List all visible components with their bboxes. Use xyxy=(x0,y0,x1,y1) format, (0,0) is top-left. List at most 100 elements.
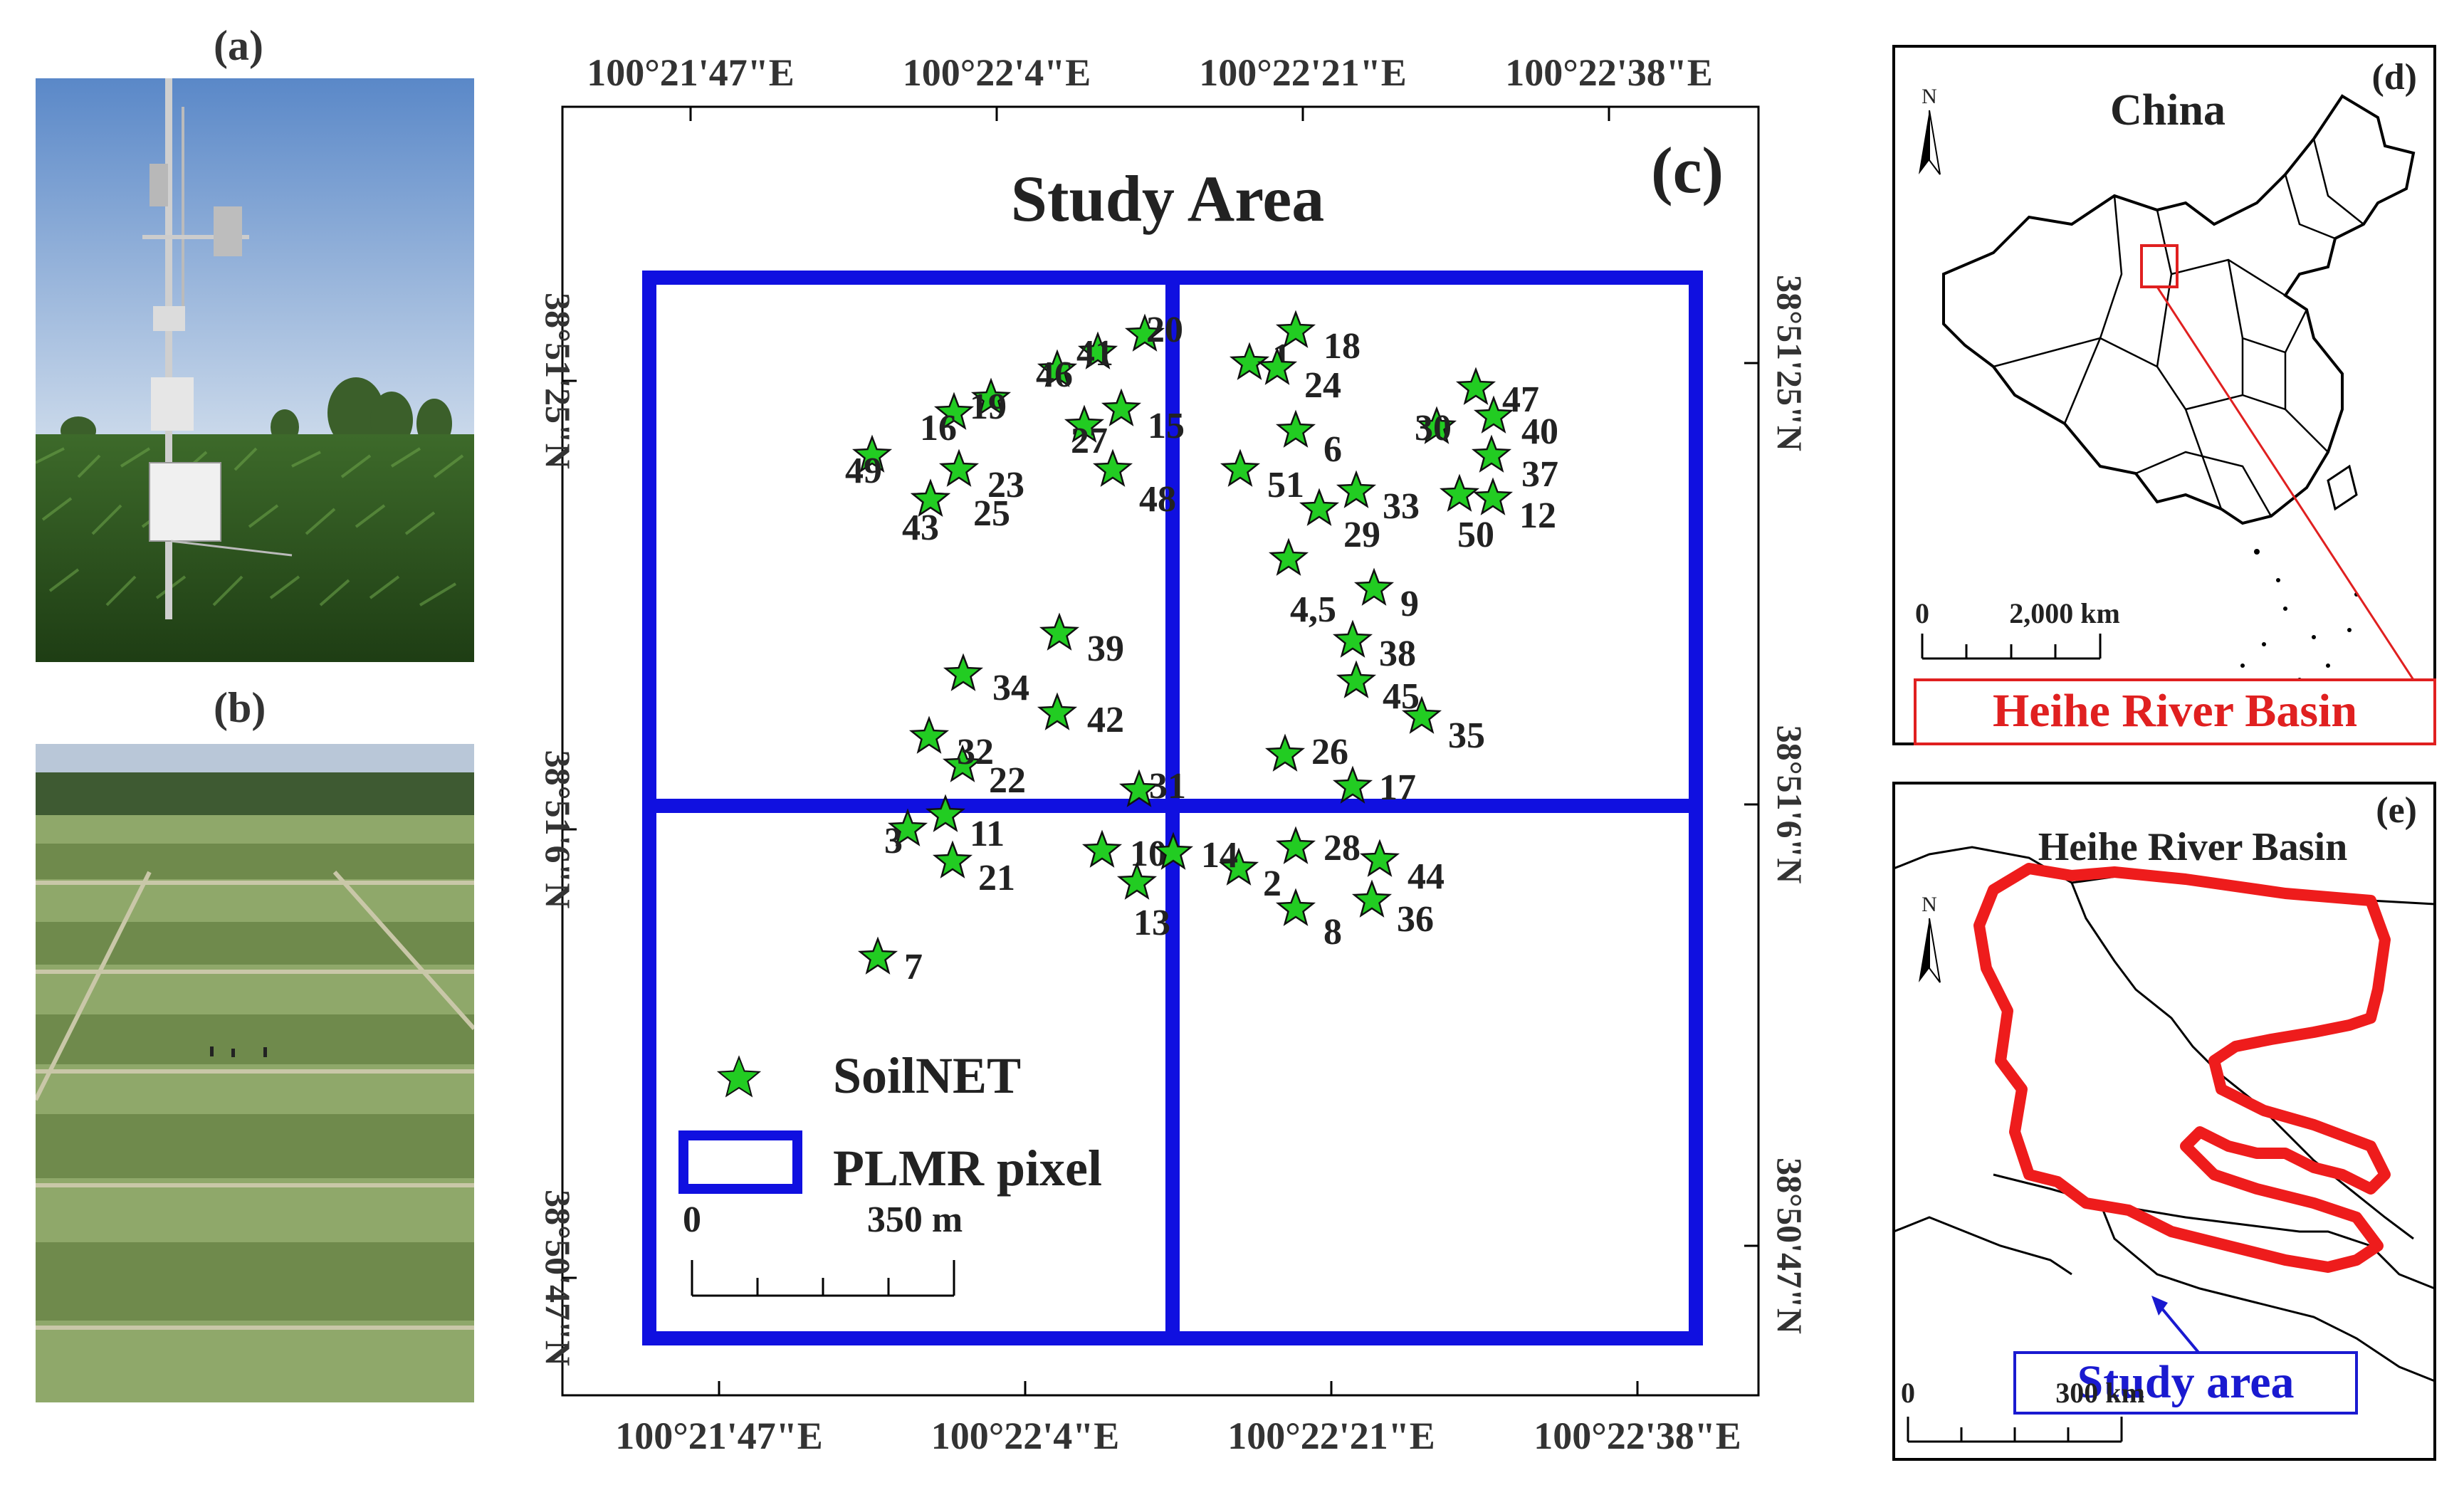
station-label: 6 xyxy=(1323,429,1342,470)
station-star-icon xyxy=(1299,488,1340,526)
station-label: 26 xyxy=(1311,732,1348,772)
station-star-icon xyxy=(1332,619,1373,658)
station-star-icon xyxy=(1257,347,1298,385)
station-star-icon xyxy=(1092,448,1133,487)
station-star-icon xyxy=(942,744,983,782)
station-label: 25 xyxy=(973,493,1010,534)
station-star-icon xyxy=(1353,567,1395,606)
station-label: 8 xyxy=(1323,912,1342,953)
station-label: 12 xyxy=(1519,495,1556,536)
station-star-icon xyxy=(970,377,1012,416)
china-scale-bar: 0 2,000 km xyxy=(1915,597,2120,660)
station-label: 45 xyxy=(1383,676,1420,717)
station-label: 32 xyxy=(957,732,994,772)
station-label: 44 xyxy=(1407,856,1445,897)
basin-north-arrow-icon: N xyxy=(1919,893,1941,983)
station-star-icon xyxy=(1264,733,1306,772)
station-star-icon xyxy=(1351,879,1393,918)
study-scale-bar: 0 350 m xyxy=(683,1200,963,1297)
photo-experimental-plots xyxy=(36,744,474,1402)
station-star-icon xyxy=(1118,769,1160,807)
bottom-lon-tick-2: 100°22'4"E xyxy=(931,1415,1120,1457)
station-label: 16 xyxy=(920,408,957,448)
right-lat-tick-1: 38°51'25"N xyxy=(1770,275,1801,451)
station-label: 51 xyxy=(1267,465,1304,505)
basin-map: (e) Heihe River Basin N Study area 0 300… xyxy=(1892,782,2436,1461)
station-star-icon xyxy=(1037,692,1078,730)
china-map: (d) China N 0 2,000 km xyxy=(1892,45,2436,745)
station-label: 46 xyxy=(1036,355,1073,395)
study-area-title: Study Area xyxy=(1011,162,1325,235)
station-label: 2 xyxy=(1263,864,1281,904)
top-lon-tick-1: 100°21'47"E xyxy=(587,51,795,94)
bottom-lon-tick-1: 100°21'47"E xyxy=(615,1415,823,1457)
station-label: 47 xyxy=(1502,379,1539,420)
station-star-icon xyxy=(887,808,928,846)
panel-d-label: (d) xyxy=(2371,57,2417,98)
station-star-icon xyxy=(1081,829,1123,868)
top-lon-tick-2: 100°22'4"E xyxy=(903,51,1091,94)
province-lines xyxy=(1993,138,2364,517)
station-label: 17 xyxy=(1379,767,1416,808)
panel-e-label: (e) xyxy=(2376,790,2417,831)
left-lat-tick-1: 38°51'25"N xyxy=(538,293,578,469)
station-star-icon xyxy=(1037,349,1078,387)
station-star-icon xyxy=(1064,404,1105,443)
station-star-icon xyxy=(925,794,966,832)
legend-soilnet-label: SoilNET xyxy=(833,1047,1021,1104)
top-lon-tick-3: 100°22'21"E xyxy=(1199,51,1407,94)
station-star-icon xyxy=(1077,331,1118,369)
station-star-icon xyxy=(1455,367,1496,405)
station-label: 34 xyxy=(992,668,1029,708)
station-star-icon xyxy=(857,936,898,975)
taiwan-outline xyxy=(2327,464,2358,511)
station-star-icon xyxy=(1275,310,1316,348)
station-label: 50 xyxy=(1457,515,1494,555)
station-star-icon xyxy=(1473,395,1514,434)
bottom-lon-tick-3: 100°22'21"E xyxy=(1227,1415,1435,1457)
photo-field-station-drawing xyxy=(36,78,474,662)
station-label: 24 xyxy=(1304,365,1341,406)
station-star-icon xyxy=(1268,537,1309,576)
legend-plmr-swatch xyxy=(678,1130,802,1194)
station-label: 23 xyxy=(987,465,1024,505)
panel-b-label: (b) xyxy=(214,684,266,731)
soilnet-stations: 1234,56789101112131415161718192021222324… xyxy=(845,310,1558,987)
station-label: 20 xyxy=(1146,310,1183,350)
study-map-frame xyxy=(561,105,1760,1397)
panel-a-label: (a) xyxy=(214,22,263,69)
plmr-pixel-grid xyxy=(642,271,1703,1345)
station-star-icon xyxy=(1359,839,1400,877)
china-label: China xyxy=(2110,86,2226,135)
station-label: 48 xyxy=(1139,479,1176,520)
station-star-icon xyxy=(1039,612,1080,651)
station-label: 49 xyxy=(845,451,882,491)
station-star-icon xyxy=(1336,660,1377,698)
station-star-icon xyxy=(910,478,951,517)
heihe-callout-label: Heihe River Basin xyxy=(1993,685,2357,737)
map-legend: SoilNET PLMR pixel xyxy=(678,1047,1102,1197)
station-label: 30 xyxy=(1415,408,1452,448)
station-star-icon xyxy=(1153,831,1194,870)
basin-scale-bar: 0 300 km xyxy=(1901,1377,2145,1443)
station-label: 33 xyxy=(1383,486,1420,527)
station-label: 19 xyxy=(970,387,1007,427)
basin-scale-end: 300 km xyxy=(2055,1377,2145,1409)
study-area-callout-label: Study area xyxy=(2077,1356,2295,1408)
station-star-icon xyxy=(1472,477,1514,515)
left-lat-tick-3: 38°50'47"N xyxy=(538,1190,578,1366)
basin-label: Heihe River Basin xyxy=(2038,825,2348,869)
station-star-icon xyxy=(943,653,984,691)
study-scale-zero: 0 xyxy=(683,1200,701,1240)
station-label: 22 xyxy=(989,760,1026,801)
station-star-icon xyxy=(1218,847,1259,886)
station-star-icon xyxy=(1275,826,1316,864)
top-tick-marks xyxy=(562,107,1758,1395)
station-label: 41 xyxy=(1076,333,1113,374)
station-star-icon xyxy=(1332,765,1373,804)
station-label: 27 xyxy=(1071,421,1108,461)
station-label: 4,5 xyxy=(1290,589,1336,630)
left-lat-tick-2: 38°51'6"N xyxy=(538,750,578,909)
heihe-location-box xyxy=(2140,244,2179,288)
station-label: 42 xyxy=(1087,700,1124,740)
